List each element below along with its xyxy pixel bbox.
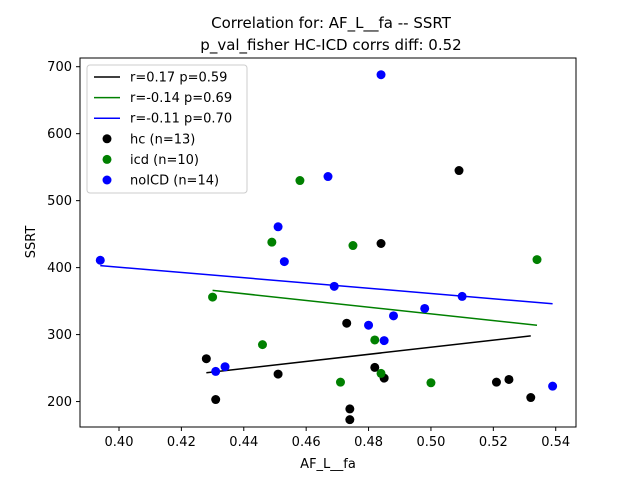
- legend-box: [86, 64, 248, 194]
- chart-title: Correlation for: AF_L__fa -- SSRT: [211, 14, 452, 33]
- x-axis-label: AF_L__fa: [300, 457, 356, 472]
- point-series1-2: [267, 237, 277, 247]
- point-series0-10: [491, 377, 501, 387]
- point-series2-5: [323, 172, 333, 182]
- x-tick-label-0: 0.40: [105, 435, 134, 450]
- point-series1-3: [295, 176, 305, 186]
- fit-line-2: [100, 264, 553, 305]
- y-axis: 200 300 400 500 600 700: [47, 60, 80, 410]
- point-series2-8: [376, 70, 386, 80]
- point-series2-10: [389, 311, 399, 321]
- point-series1-1: [257, 340, 267, 350]
- point-series2-1: [211, 366, 221, 376]
- point-series1-5: [348, 241, 358, 251]
- legend-marker-3: [102, 134, 112, 144]
- point-series2-6: [329, 281, 339, 291]
- point-series2-12: [457, 291, 467, 301]
- x-tick-label-6: 0.52: [479, 435, 508, 450]
- point-series1-7: [376, 368, 386, 378]
- legend-label-0: r=0.17 p=0.59: [130, 71, 227, 86]
- point-series0-12: [526, 393, 536, 403]
- point-series0-9: [454, 166, 464, 176]
- point-series0-2: [273, 369, 283, 379]
- x-tick-label-2: 0.44: [229, 435, 258, 450]
- axes-frame: [79, 57, 577, 428]
- point-series0-4: [345, 404, 355, 414]
- plot-area: [95, 70, 558, 425]
- fit-line-0: [206, 335, 531, 374]
- y-tick-label-3: 500: [47, 194, 72, 209]
- point-series1-4: [335, 377, 345, 387]
- point-series1-9: [532, 255, 542, 265]
- point-series2-2: [220, 362, 230, 372]
- y-axis-label: SSRT: [24, 226, 39, 259]
- legend-label-4: icd (n=10): [130, 153, 199, 168]
- point-series2-3: [273, 222, 283, 232]
- legend-label-5: noICD (n=14): [130, 174, 219, 189]
- point-series1-6: [370, 335, 380, 345]
- point-series0-5: [345, 415, 355, 425]
- point-series0-1: [211, 395, 221, 405]
- point-series2-11: [420, 303, 430, 313]
- fit-line-1: [212, 289, 538, 326]
- y-tick-label-4: 600: [47, 127, 72, 142]
- point-series0-6: [370, 362, 380, 372]
- x-tick-label-7: 0.54: [541, 435, 570, 450]
- x-tick-label-1: 0.42: [167, 435, 196, 450]
- x-tick-label-3: 0.46: [292, 435, 321, 450]
- y-tick-label-5: 700: [47, 60, 72, 75]
- point-series0-3: [342, 318, 352, 328]
- point-series2-7: [364, 320, 374, 330]
- legend-label-1: r=-0.14 p=0.69: [130, 91, 232, 106]
- point-series1-0: [208, 292, 218, 302]
- point-series2-0: [95, 255, 105, 265]
- chart-subtitle: p_val_fisher HC-ICD corrs diff: 0.52: [200, 36, 461, 55]
- legend-label-2: r=-0.11 p=0.70: [130, 112, 232, 127]
- point-series0-0: [201, 354, 211, 364]
- point-series0-11: [504, 374, 514, 384]
- legend-marker-5: [102, 175, 112, 185]
- legend-marker-4: [102, 154, 112, 164]
- point-series0-7: [376, 239, 386, 249]
- x-tick-label-5: 0.50: [416, 435, 445, 450]
- y-tick-label-2: 400: [47, 261, 72, 276]
- point-series2-13: [548, 381, 558, 391]
- x-axis: 0.40 0.42 0.44 0.46 0.48 0.50 0.52 0.54: [105, 427, 570, 450]
- x-tick-label-4: 0.48: [354, 435, 383, 450]
- legend: r=0.17 p=0.59 r=-0.14 p=0.69 r=-0.11 p=0.7…: [86, 64, 248, 194]
- legend-label-3: hc (n=13): [130, 132, 195, 147]
- point-series2-4: [279, 257, 289, 267]
- point-series2-9: [379, 336, 389, 346]
- point-series1-8: [426, 378, 436, 388]
- y-tick-label-1: 300: [47, 328, 72, 343]
- y-tick-label-0: 200: [47, 395, 72, 410]
